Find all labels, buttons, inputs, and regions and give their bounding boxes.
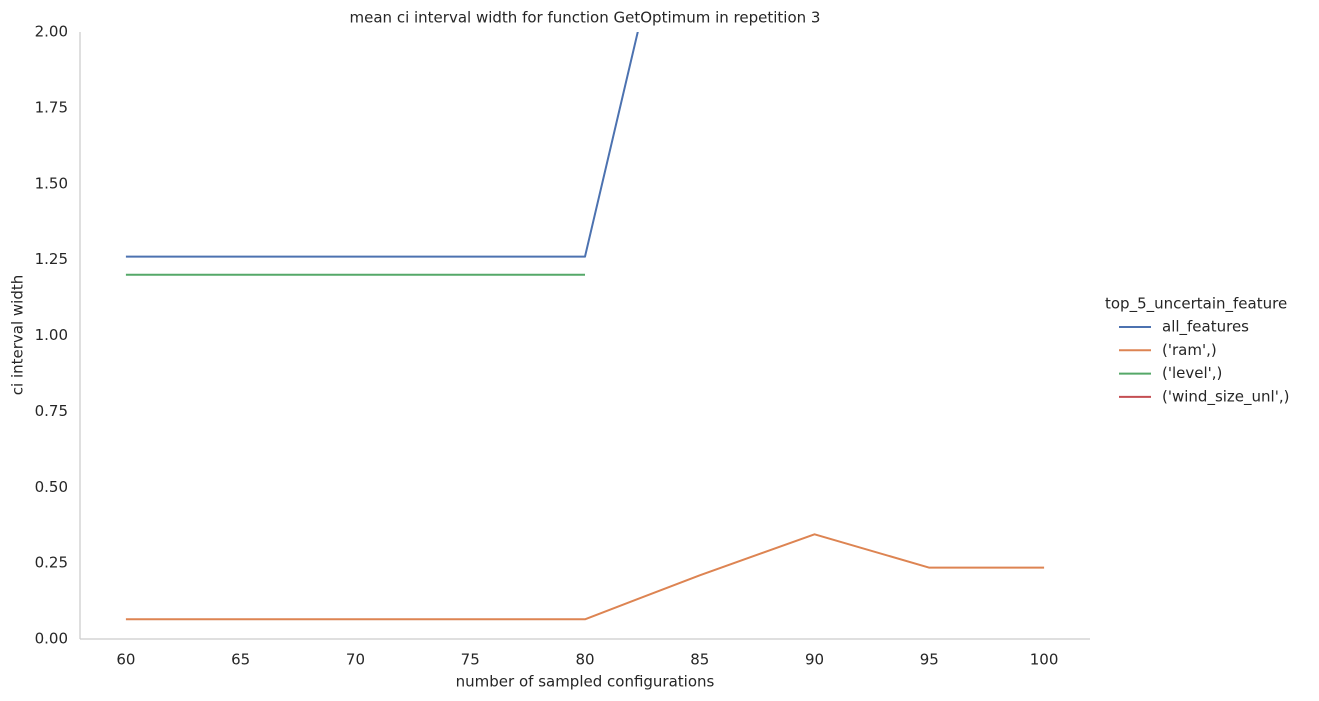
y-tick-label: 0.25 (35, 554, 68, 572)
x-tick-label: 75 (461, 651, 480, 669)
legend-label: ('ram',) (1162, 341, 1217, 359)
x-tick-label: 80 (575, 651, 594, 669)
y-axis-label: ci interval width (9, 275, 27, 395)
series-line (125, 533, 1045, 621)
x-tick-label: 60 (116, 651, 135, 669)
x-tick-label: 95 (920, 651, 939, 669)
legend-title: top_5_uncertain_feature (1105, 295, 1287, 314)
series-line (125, 32, 639, 258)
y-tick-label: 1.75 (35, 98, 68, 116)
plot-area (125, 32, 1045, 621)
x-tick-label: 65 (231, 651, 250, 669)
y-tick-label: 0.75 (35, 402, 68, 420)
x-axis-label: number of sampled configurations (456, 673, 715, 691)
x-tick-label: 70 (346, 651, 365, 669)
legend-label: ('wind_size_unl',) (1162, 387, 1289, 406)
y-tick-label: 1.25 (35, 250, 68, 268)
y-tick-label: 0.50 (35, 478, 68, 496)
y-tick-label: 0.00 (35, 630, 68, 648)
legend-label: all_features (1162, 318, 1249, 337)
y-tick-label: 1.50 (35, 174, 68, 192)
x-tick-label: 85 (690, 651, 709, 669)
legend-label: ('level',) (1162, 364, 1222, 382)
x-tick-label: 100 (1030, 651, 1059, 669)
chart-title: mean ci interval width for function GetO… (350, 9, 821, 27)
y-tick-label: 2.00 (35, 23, 68, 41)
x-tick-label: 90 (805, 651, 824, 669)
y-tick-label: 1.00 (35, 326, 68, 344)
